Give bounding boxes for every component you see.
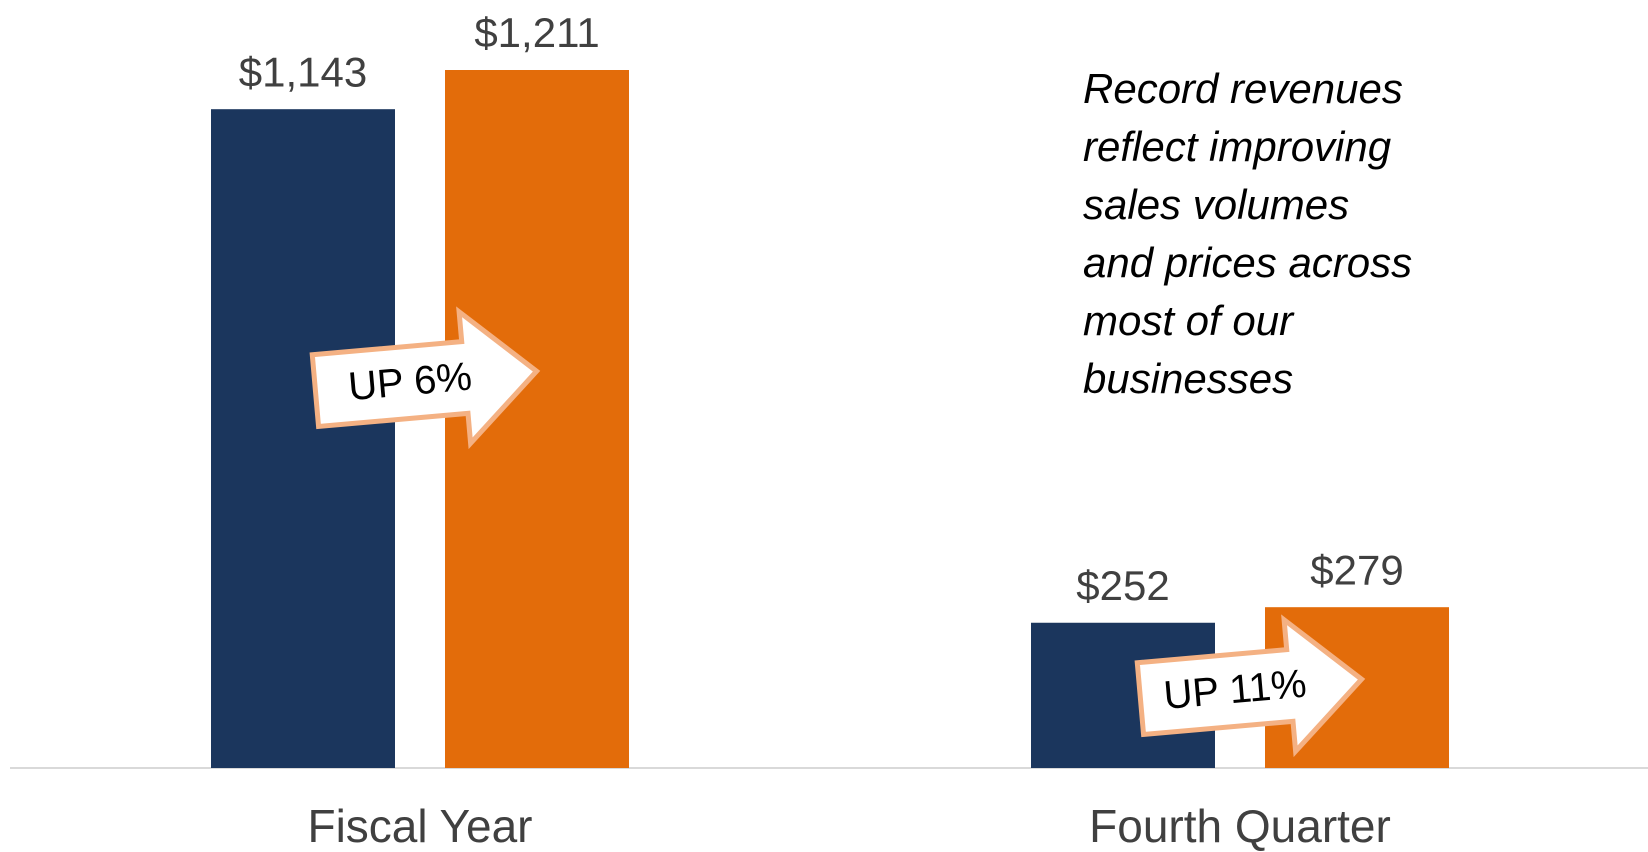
change-arrow: UP 6% bbox=[309, 306, 541, 450]
note-line: businesses bbox=[1083, 355, 1293, 402]
arrow-shape bbox=[309, 306, 541, 450]
note-line: sales volumes bbox=[1083, 181, 1349, 228]
value-label: $279 bbox=[1310, 546, 1403, 593]
value-label: $1,211 bbox=[474, 9, 599, 56]
note-line: reflect improving bbox=[1083, 123, 1391, 170]
value-label: $252 bbox=[1076, 562, 1169, 609]
change-arrow: UP 11% bbox=[1134, 614, 1366, 758]
note-line: and prices across bbox=[1083, 239, 1412, 286]
note-line: Record revenues bbox=[1083, 65, 1403, 112]
category-label: Fourth Quarter bbox=[1089, 800, 1391, 852]
category-label: Fiscal Year bbox=[307, 800, 532, 852]
value-label: $1,143 bbox=[239, 48, 367, 95]
arrow-shape bbox=[1134, 614, 1366, 758]
bar bbox=[211, 109, 395, 769]
note-line: most of our bbox=[1083, 297, 1295, 344]
arrow-label: UP 6% bbox=[346, 355, 473, 410]
